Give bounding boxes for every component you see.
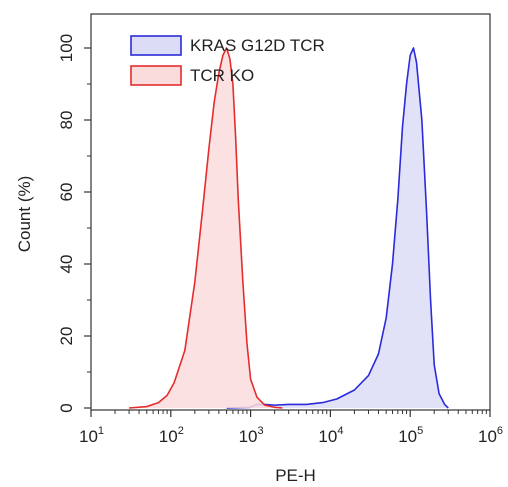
- series-area-kras-g12d-tcr: [226, 48, 449, 408]
- y-tick-label: 100: [57, 34, 76, 62]
- x-tick-label: 103: [239, 425, 264, 446]
- series-layer: [129, 47, 449, 409]
- legend-swatch: [130, 35, 182, 56]
- x-tick-label: 104: [318, 425, 343, 446]
- legend-swatch: [130, 65, 182, 86]
- x-tick-label: 101: [79, 425, 104, 446]
- y-tick-label: 0: [57, 403, 76, 412]
- legend-label: TCR KO: [190, 66, 254, 85]
- plot-frame: [90, 13, 491, 411]
- y-tick-label: 80: [57, 111, 76, 130]
- series-line-kras-g12d-tcr: [226, 47, 449, 409]
- y-axis-title: Count (%): [15, 176, 34, 253]
- x-tick-label: 105: [398, 425, 423, 446]
- y-tick-label: 20: [57, 327, 76, 346]
- x-tick-label: 106: [478, 425, 503, 446]
- axes-layer: 101 102 103 104 105 106 0 20 40 60 80 100 PE-H Count …: [15, 13, 503, 485]
- x-axis-title: PE-H: [275, 466, 316, 485]
- x-tick-label: 102: [159, 425, 184, 446]
- series-line-tcr-ko: [129, 47, 283, 409]
- y-tick-label: 60: [57, 183, 76, 202]
- series-area-tcr-ko: [129, 48, 283, 408]
- y-tick-label: 40: [57, 255, 76, 274]
- legend: KRAS G12D TCR TCR KO: [130, 35, 325, 86]
- legend-label: KRAS G12D TCR: [190, 36, 325, 55]
